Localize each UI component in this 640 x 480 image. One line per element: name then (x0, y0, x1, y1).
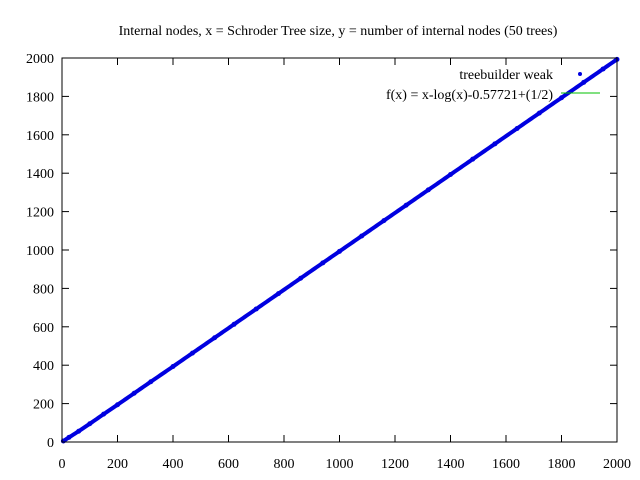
series-layer (60, 56, 620, 444)
x-tick-label: 2000 (603, 457, 631, 472)
data-point (581, 79, 587, 85)
data-point (231, 321, 237, 327)
data-point (381, 218, 387, 224)
data-point (212, 335, 218, 341)
y-tick-label: 1600 (26, 129, 54, 144)
data-point (448, 172, 453, 178)
data-point (359, 233, 365, 239)
data-point (492, 141, 498, 147)
data-point (298, 275, 304, 281)
tick-labels: 0 200 400 600 800 1000 1200 1400 1600 1800 2000 0 20… (26, 52, 631, 472)
y-tick-label: 600 (33, 321, 54, 336)
y-tick-label: 400 (33, 359, 54, 374)
data-point (337, 248, 342, 254)
axis-ticks (61, 57, 618, 443)
x-tick-label: 1600 (492, 457, 520, 472)
legend: treebuilder weak f(x) = x-log(x)-0.57721… (386, 68, 600, 103)
y-tick-label: 1400 (26, 167, 54, 182)
data-point (514, 125, 520, 131)
x-tick-label: 1800 (548, 457, 576, 472)
data-point (87, 421, 93, 427)
data-point (170, 364, 176, 370)
x-tick-label: 400 (163, 457, 184, 472)
legend-label-treebuilder-weak: treebuilder weak (459, 68, 553, 83)
data-point (425, 187, 431, 193)
y-tick-label: 200 (33, 398, 54, 413)
chart-title: Internal nodes, x = Schroder Tree size, … (119, 24, 558, 39)
y-tick-label: 1000 (26, 244, 54, 259)
data-point (470, 156, 476, 162)
x-tick-label: 200 (107, 457, 128, 472)
x-tick-label: 800 (274, 457, 295, 472)
data-point (131, 390, 137, 396)
data-point (320, 260, 326, 266)
data-point (403, 202, 409, 208)
y-tick-label: 800 (33, 282, 54, 297)
data-point (115, 402, 120, 408)
x-tick-label: 1000 (326, 457, 354, 472)
legend-label-fx: f(x) = x-log(x)-0.57721+(1/2) (386, 88, 553, 103)
data-point (600, 66, 606, 72)
data-point (76, 428, 82, 434)
legend-marker-points (578, 72, 582, 76)
y-tick-label: 0 (47, 436, 54, 451)
y-tick-label: 1800 (26, 90, 54, 105)
data-point (253, 306, 259, 312)
y-tick-label: 1200 (26, 206, 54, 221)
data-point (148, 379, 154, 385)
data-point (101, 411, 107, 417)
data-point (559, 95, 564, 101)
y-tick-label: 2000 (26, 52, 54, 67)
x-tick-label: 600 (218, 457, 239, 472)
data-point (189, 350, 195, 356)
data-point (275, 291, 281, 297)
x-tick-label: 1400 (437, 457, 465, 472)
data-point (536, 110, 542, 116)
x-tick-label: 0 (59, 457, 66, 472)
data-point (66, 434, 72, 440)
x-tick-label: 1200 (381, 457, 409, 472)
